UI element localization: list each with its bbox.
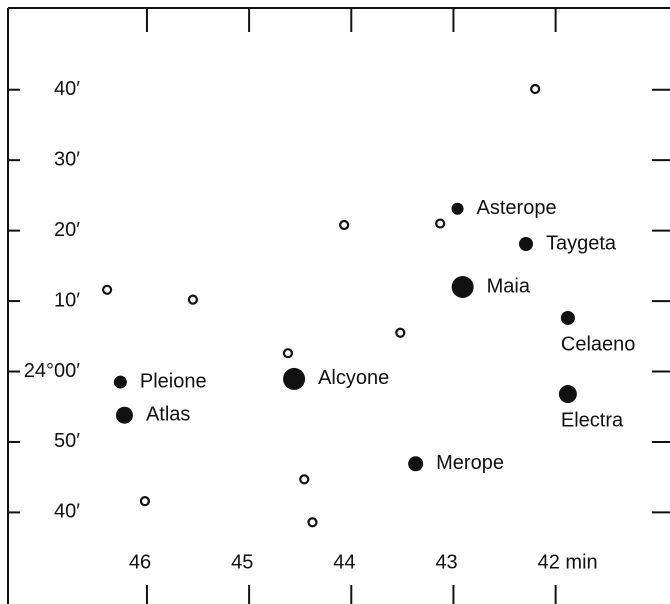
x-tick-label: 42 min <box>538 551 598 573</box>
star-label: Taygeta <box>546 232 617 254</box>
y-tick-label: 24°00′ <box>24 360 80 382</box>
star <box>115 406 133 424</box>
y-tick-label: 40′ <box>54 501 80 523</box>
open-star <box>102 284 113 295</box>
star <box>560 310 575 325</box>
open-star <box>339 219 350 231</box>
open-star <box>282 348 294 359</box>
star-label: Celaeno <box>561 333 636 355</box>
star <box>408 456 424 472</box>
star-label: Electra <box>561 409 624 431</box>
y-tick-label: 50′ <box>54 430 80 452</box>
star <box>451 202 464 215</box>
open-star <box>395 327 406 338</box>
open-star <box>139 496 151 507</box>
star-label: Asterope <box>477 197 557 219</box>
open-star <box>299 474 310 485</box>
open-star <box>307 517 318 528</box>
star-label: Maia <box>487 275 531 297</box>
x-tick-label: 44 <box>333 551 355 573</box>
star <box>113 375 127 389</box>
x-tick-label: 46 <box>129 551 151 573</box>
star <box>451 275 474 298</box>
y-tick-label: 10′ <box>54 289 80 311</box>
y-tick-label: 40′ <box>54 78 80 100</box>
star-label: Atlas <box>146 403 190 425</box>
y-tick-label: 20′ <box>54 219 80 241</box>
star <box>283 367 306 390</box>
open-star <box>187 294 199 305</box>
x-tick-label: 43 <box>435 551 457 573</box>
star-label: Merope <box>436 452 504 474</box>
star <box>518 237 533 252</box>
star-label: Pleione <box>140 370 207 392</box>
y-tick-label: 30′ <box>54 148 80 170</box>
star-label: Alcyone <box>318 367 389 389</box>
open-star <box>530 83 541 95</box>
open-star <box>435 218 446 229</box>
x-tick-label: 45 <box>231 551 253 573</box>
star <box>558 385 577 404</box>
